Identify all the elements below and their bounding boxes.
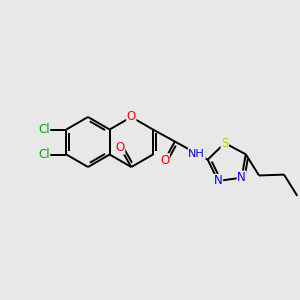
Text: Cl: Cl [38, 148, 50, 161]
Text: Cl: Cl [38, 123, 50, 136]
Text: O: O [160, 154, 169, 167]
Text: N: N [237, 171, 246, 184]
Text: S: S [221, 136, 229, 150]
Text: O: O [127, 110, 136, 124]
Text: N: N [214, 175, 223, 188]
Text: NH: NH [188, 148, 205, 159]
Text: O: O [116, 141, 125, 154]
